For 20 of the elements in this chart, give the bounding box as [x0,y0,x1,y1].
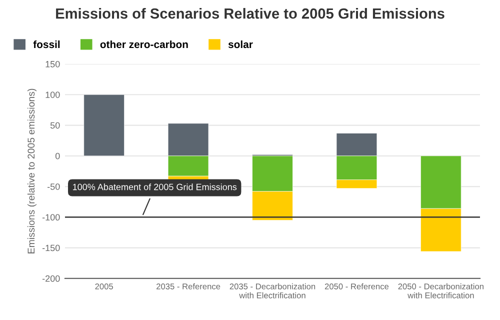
y-tick-label: -150 [42,244,60,252]
legend-label: fossil [33,40,60,48]
bar [84,94,124,156]
x-tick-label: 2005 [95,283,113,290]
x-tick-label: 2050 - Reference [324,283,389,290]
x-tick-label: 2050 - Decarbonization with Electrification [398,283,484,298]
legend-label: other zero-carbon [100,40,188,48]
y-tick-label: -50 [47,183,60,190]
y-tick-label: 100 [46,92,60,98]
x-tick-label: 2035 - Reference [156,283,220,290]
y-tick-label: 50 [50,122,60,129]
y-axis-title: Emissions (relative to 2005 emissions) [27,88,37,254]
legend-label: solar [228,40,253,48]
y-tick-label: 150 [46,60,60,68]
y-tick-label: -100 [42,214,60,221]
ref-line-label: 100% Abatement of 2005 Grid Emissions [72,184,237,190]
y-tick-label: 0 [55,152,60,160]
x-tick-label: 2035 - Decarbonization with Electrification [230,283,316,298]
y-tick-label: -200 [42,275,60,282]
chart-title: Emissions of Scenarios Relative to 2005 Grid Emissions [56,8,444,19]
